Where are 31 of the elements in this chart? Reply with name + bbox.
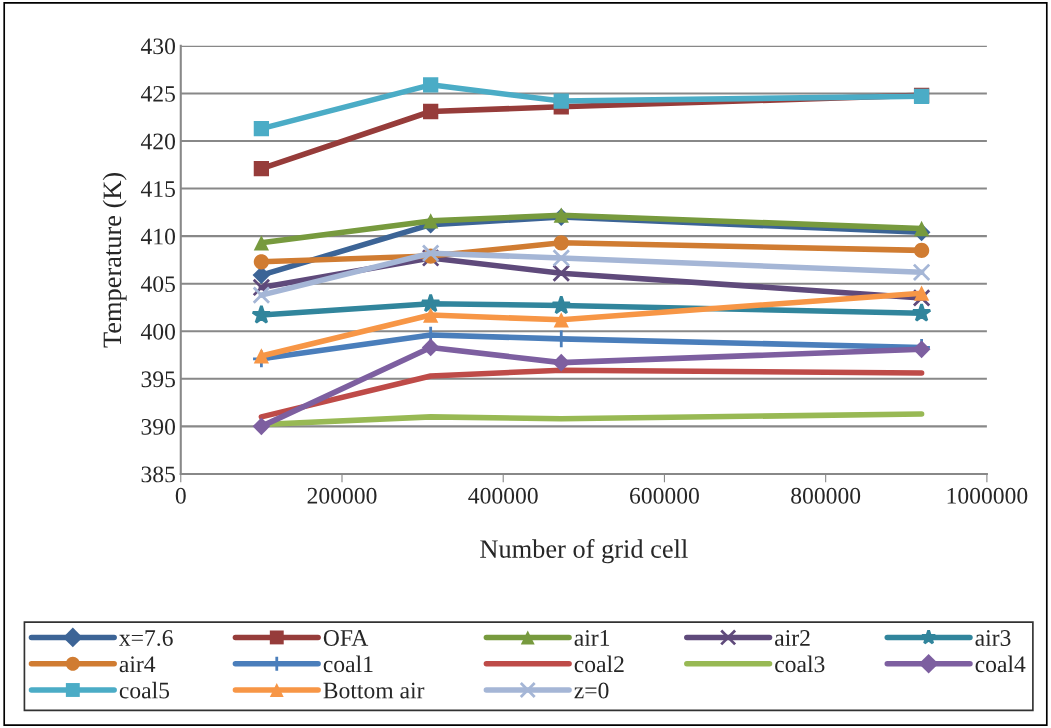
x-tick-label: 1000000 — [947, 487, 1028, 504]
x-tick-label: 800000 — [791, 487, 861, 504]
legend-label: coal5 — [119, 681, 170, 699]
legend-label: OFA — [323, 630, 369, 646]
legend-label: z=0 — [574, 682, 609, 699]
y-tick-label: 390 — [141, 418, 176, 435]
legend-label: coal4 — [975, 655, 1026, 673]
y-tick-label: 410 — [140, 228, 176, 245]
legend-label: x=7.6 — [119, 630, 173, 647]
legend-label: air1 — [574, 630, 610, 646]
legend-label: air4 — [119, 656, 156, 673]
legend-label: air2 — [775, 630, 810, 646]
legend-label: coal1 — [323, 655, 373, 673]
x-tick-label: 600000 — [630, 487, 699, 504]
x-axis-title: Number of grid cell — [480, 539, 688, 564]
legend-label: Bottom air — [323, 682, 425, 699]
x-tick-label: 0 — [175, 487, 186, 504]
y-tick-label: 405 — [140, 276, 175, 293]
y-tick-label: 385 — [141, 466, 175, 483]
legend-label: air3 — [975, 630, 1011, 646]
y-tick-label: 400 — [140, 323, 176, 340]
y-tick-label: 395 — [141, 371, 175, 388]
y-tick-label: 420 — [140, 133, 176, 150]
x-tick-label: 200000 — [307, 487, 377, 504]
y-tick-label: 430 — [140, 38, 176, 55]
y-tick-label: 425 — [140, 85, 175, 102]
x-tick-label: 400000 — [468, 487, 538, 504]
legend-label: coal3 — [775, 655, 825, 673]
legend-label: coal2 — [574, 655, 624, 673]
y-axis-title: Temperature (K) — [102, 172, 127, 348]
y-tick-label: 415 — [140, 181, 175, 197]
